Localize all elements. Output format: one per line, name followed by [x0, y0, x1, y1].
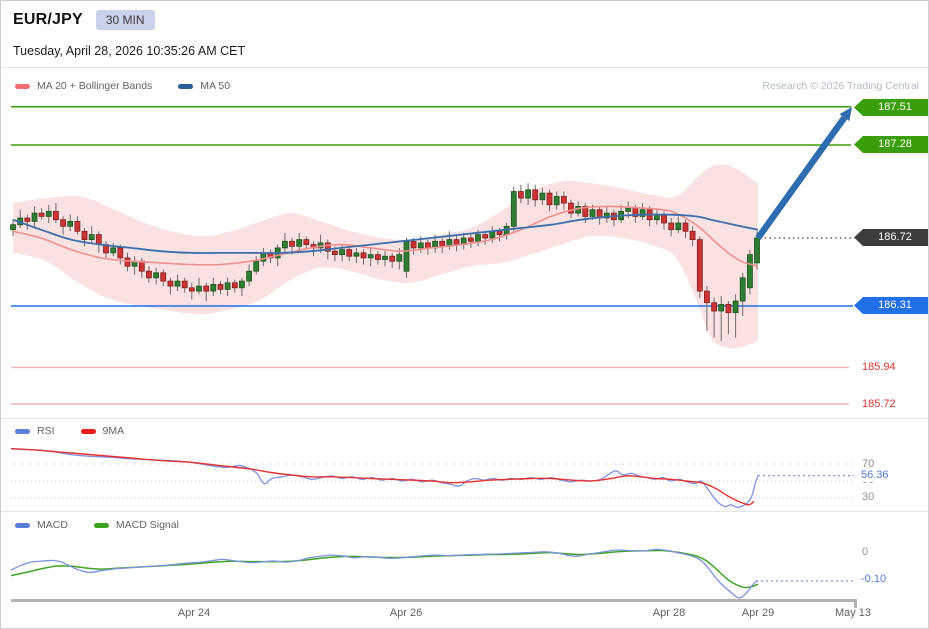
support1-price-tag: 186.31 [854, 297, 928, 314]
legend-label: MACD [37, 519, 68, 531]
legend-label: MACD Signal [115, 519, 179, 531]
rsi-legend: RSI 9MA [15, 425, 124, 437]
research-watermark: Research © 2026 Trading Central [762, 80, 919, 92]
macd-panel-divider [1, 511, 928, 512]
support2-price-label: 185.94 [862, 361, 896, 373]
x-axis-line [11, 599, 856, 602]
macd-line [10, 548, 759, 599]
projection-arrow-head [839, 107, 852, 122]
macd-canvas [10, 548, 854, 599]
legend-item-rsi: RSI [15, 425, 55, 437]
timeframe-badge[interactable]: 30 MIN [95, 10, 155, 30]
x-axis-end-tick [854, 599, 857, 608]
rsi-gridline-label-70: 70 [862, 458, 875, 470]
ma20-line [12, 205, 759, 267]
chart-header: EUR/JPY 30 MIN [13, 10, 155, 30]
rsi-gridline-label-30: 30 [862, 491, 875, 503]
macd-current-value: -0.10 [859, 573, 890, 586]
ma50-swatch [178, 83, 194, 89]
projection-arrow [755, 115, 848, 240]
rsi-swatch [15, 428, 30, 434]
main-chart-canvas [10, 106, 853, 405]
legend-item-ma50: MA 50 [178, 80, 230, 92]
x-axis-label: Apr 26 [389, 607, 423, 619]
rsi-current-value: 56.36 [859, 469, 892, 482]
rsi-canvas [10, 448, 854, 508]
rsi-9ma-line [10, 448, 755, 506]
symbol-title: EUR/JPY [13, 11, 83, 28]
ma50-line [12, 213, 759, 254]
legend-label: MA 20 + Bollinger Bands [37, 80, 153, 92]
main-panel-top-border [1, 67, 928, 68]
ma20-bollinger-swatch [15, 83, 30, 89]
rsi-panel-divider [1, 418, 928, 419]
legend-label: RSI [37, 425, 55, 437]
legend-item-9ma: 9MA [80, 425, 125, 437]
legend-label: 9MA [102, 425, 125, 437]
macd-legend: MACD MACD Signal [15, 519, 179, 531]
legend-item-macd: MACD [15, 519, 68, 531]
main-chart-legend: MA 20 + Bollinger Bands MA 50 [15, 80, 230, 92]
macd-signal-swatch [93, 522, 109, 528]
x-axis-label: Apr 28 [652, 607, 686, 619]
macd-zero-label: 0 [862, 546, 869, 558]
chart-datetime: Tuesday, April 28, 2026 10:35:26 AM CET [13, 44, 246, 58]
legend-label: MA 50 [200, 80, 231, 92]
rsi-9ma-swatch [80, 428, 96, 434]
x-axis-label: Apr 29 [741, 607, 775, 619]
rsi-line [10, 448, 759, 508]
legend-item-ma20-bollinger: MA 20 + Bollinger Bands [15, 80, 152, 92]
macd-swatch [15, 522, 30, 528]
x-axis-label: Apr 24 [177, 607, 211, 619]
resistance2-price-tag: 187.51 [854, 99, 928, 116]
support3-price-label: 185.72 [862, 398, 896, 410]
last-price-tag: 186.72 [854, 229, 928, 246]
legend-item-macd-signal: MACD Signal [93, 519, 179, 531]
macd-signal-line [10, 549, 759, 589]
resistance1-price-tag: 187.28 [854, 136, 928, 153]
x-axis-label: May 13 [834, 607, 872, 619]
